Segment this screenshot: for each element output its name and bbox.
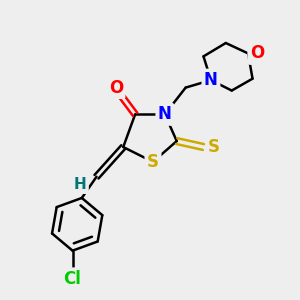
Text: O: O [109, 79, 123, 97]
Text: N: N [158, 105, 172, 123]
Text: H: H [74, 177, 86, 192]
Text: S: S [147, 153, 159, 171]
Text: O: O [250, 44, 264, 62]
Text: S: S [208, 138, 220, 156]
Text: N: N [204, 71, 218, 89]
Text: Cl: Cl [64, 270, 82, 288]
